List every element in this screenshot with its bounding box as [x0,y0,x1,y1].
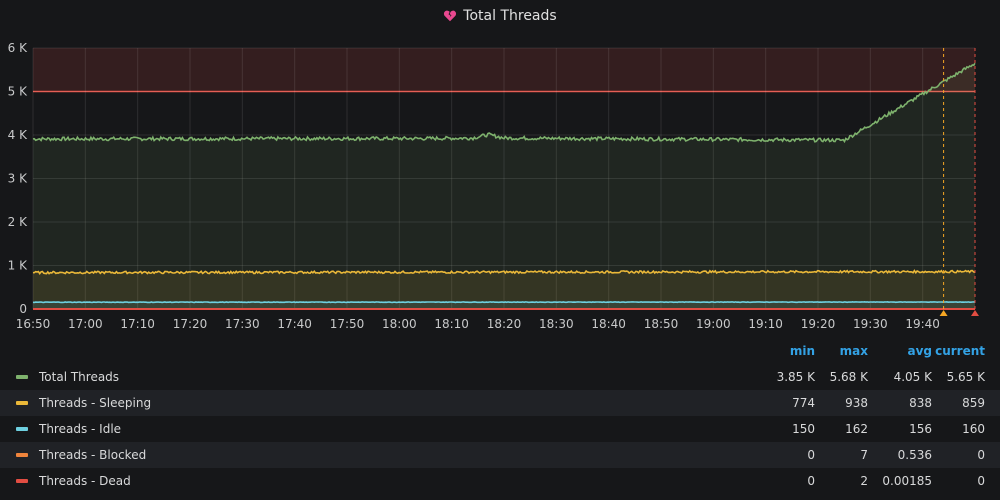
legend-min-value: 0 [807,474,815,488]
x-tick-label: 19:30 [853,317,888,331]
x-tick-label: 17:00 [68,317,103,331]
x-tick-label: 19:20 [801,317,836,331]
legend-avg-value: 4.05 K [893,370,932,384]
legend-avg-value: 0.536 [897,448,932,462]
legend-series-name[interactable]: Total Threads [39,370,120,384]
annotation-marker[interactable] [971,310,979,316]
legend-series-name[interactable]: Threads - Dead [39,474,131,488]
series-area [33,63,975,309]
legend-table: min max avg current Total Threads 3.85 K… [0,340,1000,494]
panel-title: Total Threads [463,8,557,24]
legend-row-threads-idle[interactable]: Threads - Idle 150 162 156 160 [0,416,1000,442]
tick-layer: 0 1 K 2 K 3 K 4 K 5 K 6 K 16:50 17:00 17:10 17:20 1… [8,41,940,331]
legend-series-name[interactable]: Threads - Blocked [39,448,147,462]
legend-min-value: 150 [792,422,815,436]
legend-header-min[interactable]: min [789,344,815,358]
x-tick-label: 17:30 [225,317,260,331]
y-tick-label: 1 K [8,259,28,273]
legend-max-value: 938 [845,396,868,410]
legend-max-value: 7 [860,448,868,462]
broken-heart-icon [444,10,457,22]
series-color-swatch[interactable] [16,453,28,457]
legend-min-value: 0 [807,448,815,462]
x-tick-label: 19:00 [696,317,731,331]
series-layer [32,62,976,310]
x-tick-label: 19:40 [905,317,940,331]
x-tick-label: 18:20 [487,317,522,331]
annotation-marker[interactable] [939,310,948,316]
legend-current-value: 5.65 K [946,370,985,384]
line-chart[interactable]: 0 1 K 2 K 3 K 4 K 5 K 6 K 16:50 17:00 17:10 17:20 1… [0,36,1000,336]
legend-row-threads-blocked[interactable]: Threads - Blocked 0 7 0.536 0 [0,442,1000,468]
legend-avg-value: 0.00185 [882,474,932,488]
annotation-layer [939,48,979,316]
series-color-swatch[interactable] [16,401,28,405]
series-color-swatch[interactable] [16,375,28,379]
legend-min-value: 774 [792,396,815,410]
grid-layer [32,47,975,310]
legend-row-threads-sleeping[interactable]: Threads - Sleeping 774 938 838 859 [0,390,1000,416]
legend-header: min max avg current [0,340,1000,364]
x-tick-label: 17:40 [277,317,312,331]
x-tick-label: 18:00 [382,317,417,331]
legend-avg-value: 838 [909,396,932,410]
y-tick-label: 2 K [8,215,28,229]
series-line[interactable] [32,62,976,144]
series-area [33,301,975,309]
legend-header-avg[interactable]: avg [907,344,932,358]
x-tick-label: 17:50 [330,317,365,331]
x-tick-label: 17:20 [173,317,208,331]
legend-avg-value: 156 [909,422,932,436]
series-line[interactable] [32,269,976,275]
panel-header[interactable]: Total Threads [0,0,1000,32]
series-color-swatch[interactable] [16,479,28,483]
x-tick-label: 18:10 [434,317,469,331]
series-color-swatch[interactable] [16,427,28,431]
legend-row-total-threads[interactable]: Total Threads 3.85 K 5.68 K 4.05 K 5.65 … [0,364,1000,390]
legend-current-value: 0 [977,474,985,488]
legend-header-max[interactable]: max [839,344,868,358]
legend-row-threads-dead[interactable]: Threads - Dead 0 2 0.00185 0 [0,468,1000,494]
legend-current-value: 0 [977,448,985,462]
x-tick-label: 17:10 [120,317,155,331]
legend-max-value: 5.68 K [829,370,868,384]
y-tick-label: 0 [19,302,27,316]
series-line[interactable] [32,300,976,304]
y-tick-label: 5 K [8,85,28,99]
legend-min-value: 3.85 K [776,370,815,384]
y-tick-label: 4 K [8,128,28,142]
threshold-layer [33,48,975,93]
series-area [33,270,975,309]
y-tick-label: 3 K [8,172,28,186]
legend-series-name[interactable]: Threads - Idle [39,422,122,436]
x-tick-label: 19:10 [748,317,783,331]
legend-max-value: 162 [845,422,868,436]
y-tick-label: 6 K [8,41,28,55]
x-tick-label: 18:40 [591,317,626,331]
legend-series-name[interactable]: Threads - Sleeping [39,396,152,410]
threshold-region [33,48,975,92]
legend-current-value: 859 [962,396,985,410]
legend-header-current[interactable]: current [935,344,985,358]
x-tick-label: 18:30 [539,317,574,331]
legend-max-value: 2 [860,474,868,488]
x-tick-label: 18:50 [644,317,679,331]
legend-current-value: 160 [962,422,985,436]
x-tick-label: 16:50 [16,317,51,331]
